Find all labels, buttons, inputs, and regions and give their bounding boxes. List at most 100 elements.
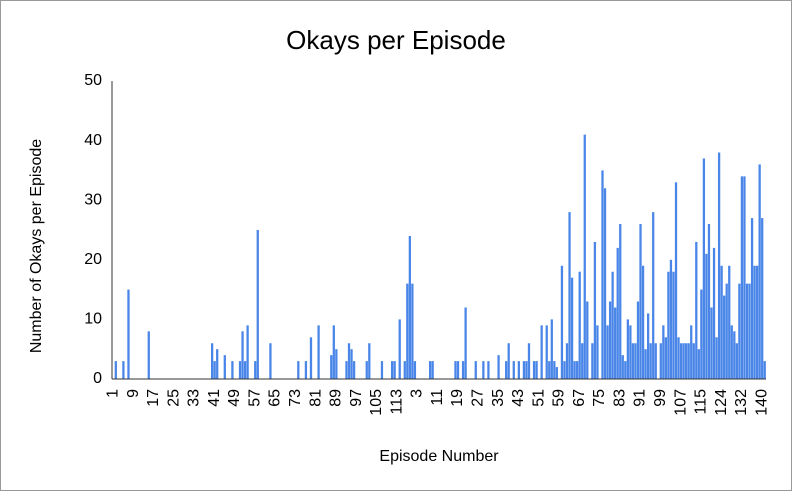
bar <box>636 301 640 379</box>
bar <box>748 283 751 379</box>
bar <box>674 182 678 379</box>
bar <box>304 361 308 379</box>
bar <box>413 361 417 379</box>
x-tick-label: 91 <box>632 389 649 407</box>
x-tick-label: 35 <box>490 389 507 407</box>
x-tick-label: 59 <box>551 389 568 407</box>
bar <box>685 343 688 379</box>
x-tick-label: 73 <box>287 389 304 407</box>
bar <box>690 325 693 379</box>
y-axis-title: Number of Okays per Episode <box>28 139 45 353</box>
bar <box>616 247 619 379</box>
x-tick-label: 115 <box>693 389 710 415</box>
x-tick-label: 132 <box>733 389 750 416</box>
bar <box>223 355 226 379</box>
bar <box>702 158 706 379</box>
bar <box>614 307 617 379</box>
bar <box>682 343 685 379</box>
bar <box>606 325 609 379</box>
y-tick-label: 40 <box>84 132 102 149</box>
bar <box>662 325 665 379</box>
bar <box>654 343 657 379</box>
bar <box>687 343 690 379</box>
bar <box>398 319 401 379</box>
bar <box>368 343 371 379</box>
bar <box>705 253 708 379</box>
x-tick-label: 25 <box>165 389 182 407</box>
y-tick-label: 30 <box>84 191 102 208</box>
bar <box>629 325 632 379</box>
bar <box>535 361 538 379</box>
bar <box>738 283 741 379</box>
bar <box>755 265 759 379</box>
bar <box>297 361 300 379</box>
bar <box>710 307 713 379</box>
bar <box>352 361 356 379</box>
bar <box>505 361 508 379</box>
bar <box>621 355 624 379</box>
bar <box>568 212 571 379</box>
x-tick-label: 75 <box>591 389 608 407</box>
bar <box>393 361 396 379</box>
bar <box>723 295 726 379</box>
bar <box>586 301 589 379</box>
bar <box>669 259 673 379</box>
x-tick-label: 33 <box>186 389 203 407</box>
bar <box>608 301 612 379</box>
bar <box>611 271 614 379</box>
bar <box>330 355 333 379</box>
bar <box>380 361 384 379</box>
bar <box>269 343 272 379</box>
bar <box>667 271 670 379</box>
bar <box>497 355 500 379</box>
bar <box>624 361 627 379</box>
x-tick-label: 81 <box>307 389 324 407</box>
bar <box>717 152 721 379</box>
bar <box>733 331 736 379</box>
bar <box>461 361 465 379</box>
bar <box>753 265 756 379</box>
bar <box>431 361 434 379</box>
bar <box>345 361 348 379</box>
bar <box>522 361 526 379</box>
bar <box>634 343 637 379</box>
bar <box>403 361 406 379</box>
x-tick-label: 99 <box>652 389 669 407</box>
x-tick-label: 140 <box>753 389 770 416</box>
bar <box>639 224 642 379</box>
bar <box>672 271 675 379</box>
bar <box>456 361 460 379</box>
bar <box>411 283 414 379</box>
bar <box>626 319 629 379</box>
bar <box>581 343 584 379</box>
bar <box>601 170 604 379</box>
bar <box>406 283 409 379</box>
bar <box>428 361 432 379</box>
bar <box>210 343 214 379</box>
bar <box>216 349 219 379</box>
bar <box>679 343 683 379</box>
x-tick-label: 57 <box>246 389 263 407</box>
bar <box>596 325 599 379</box>
bar <box>213 361 216 379</box>
bar <box>390 361 394 379</box>
bar <box>565 343 569 379</box>
bar <box>464 307 467 379</box>
bar <box>761 218 764 379</box>
bar <box>763 361 766 379</box>
bar <box>408 235 411 379</box>
bar <box>487 361 490 379</box>
bar <box>619 224 622 379</box>
bar <box>700 289 703 379</box>
bar <box>532 361 536 379</box>
x-tick-label: 27 <box>470 389 487 407</box>
chart-title: Okays per Episode <box>286 25 506 55</box>
bar <box>114 361 117 379</box>
y-tick-label: 20 <box>84 251 102 268</box>
bar <box>707 224 711 379</box>
x-tick-label: 11 <box>429 389 446 406</box>
bar <box>692 343 695 379</box>
x-tick-label: 67 <box>571 389 588 407</box>
